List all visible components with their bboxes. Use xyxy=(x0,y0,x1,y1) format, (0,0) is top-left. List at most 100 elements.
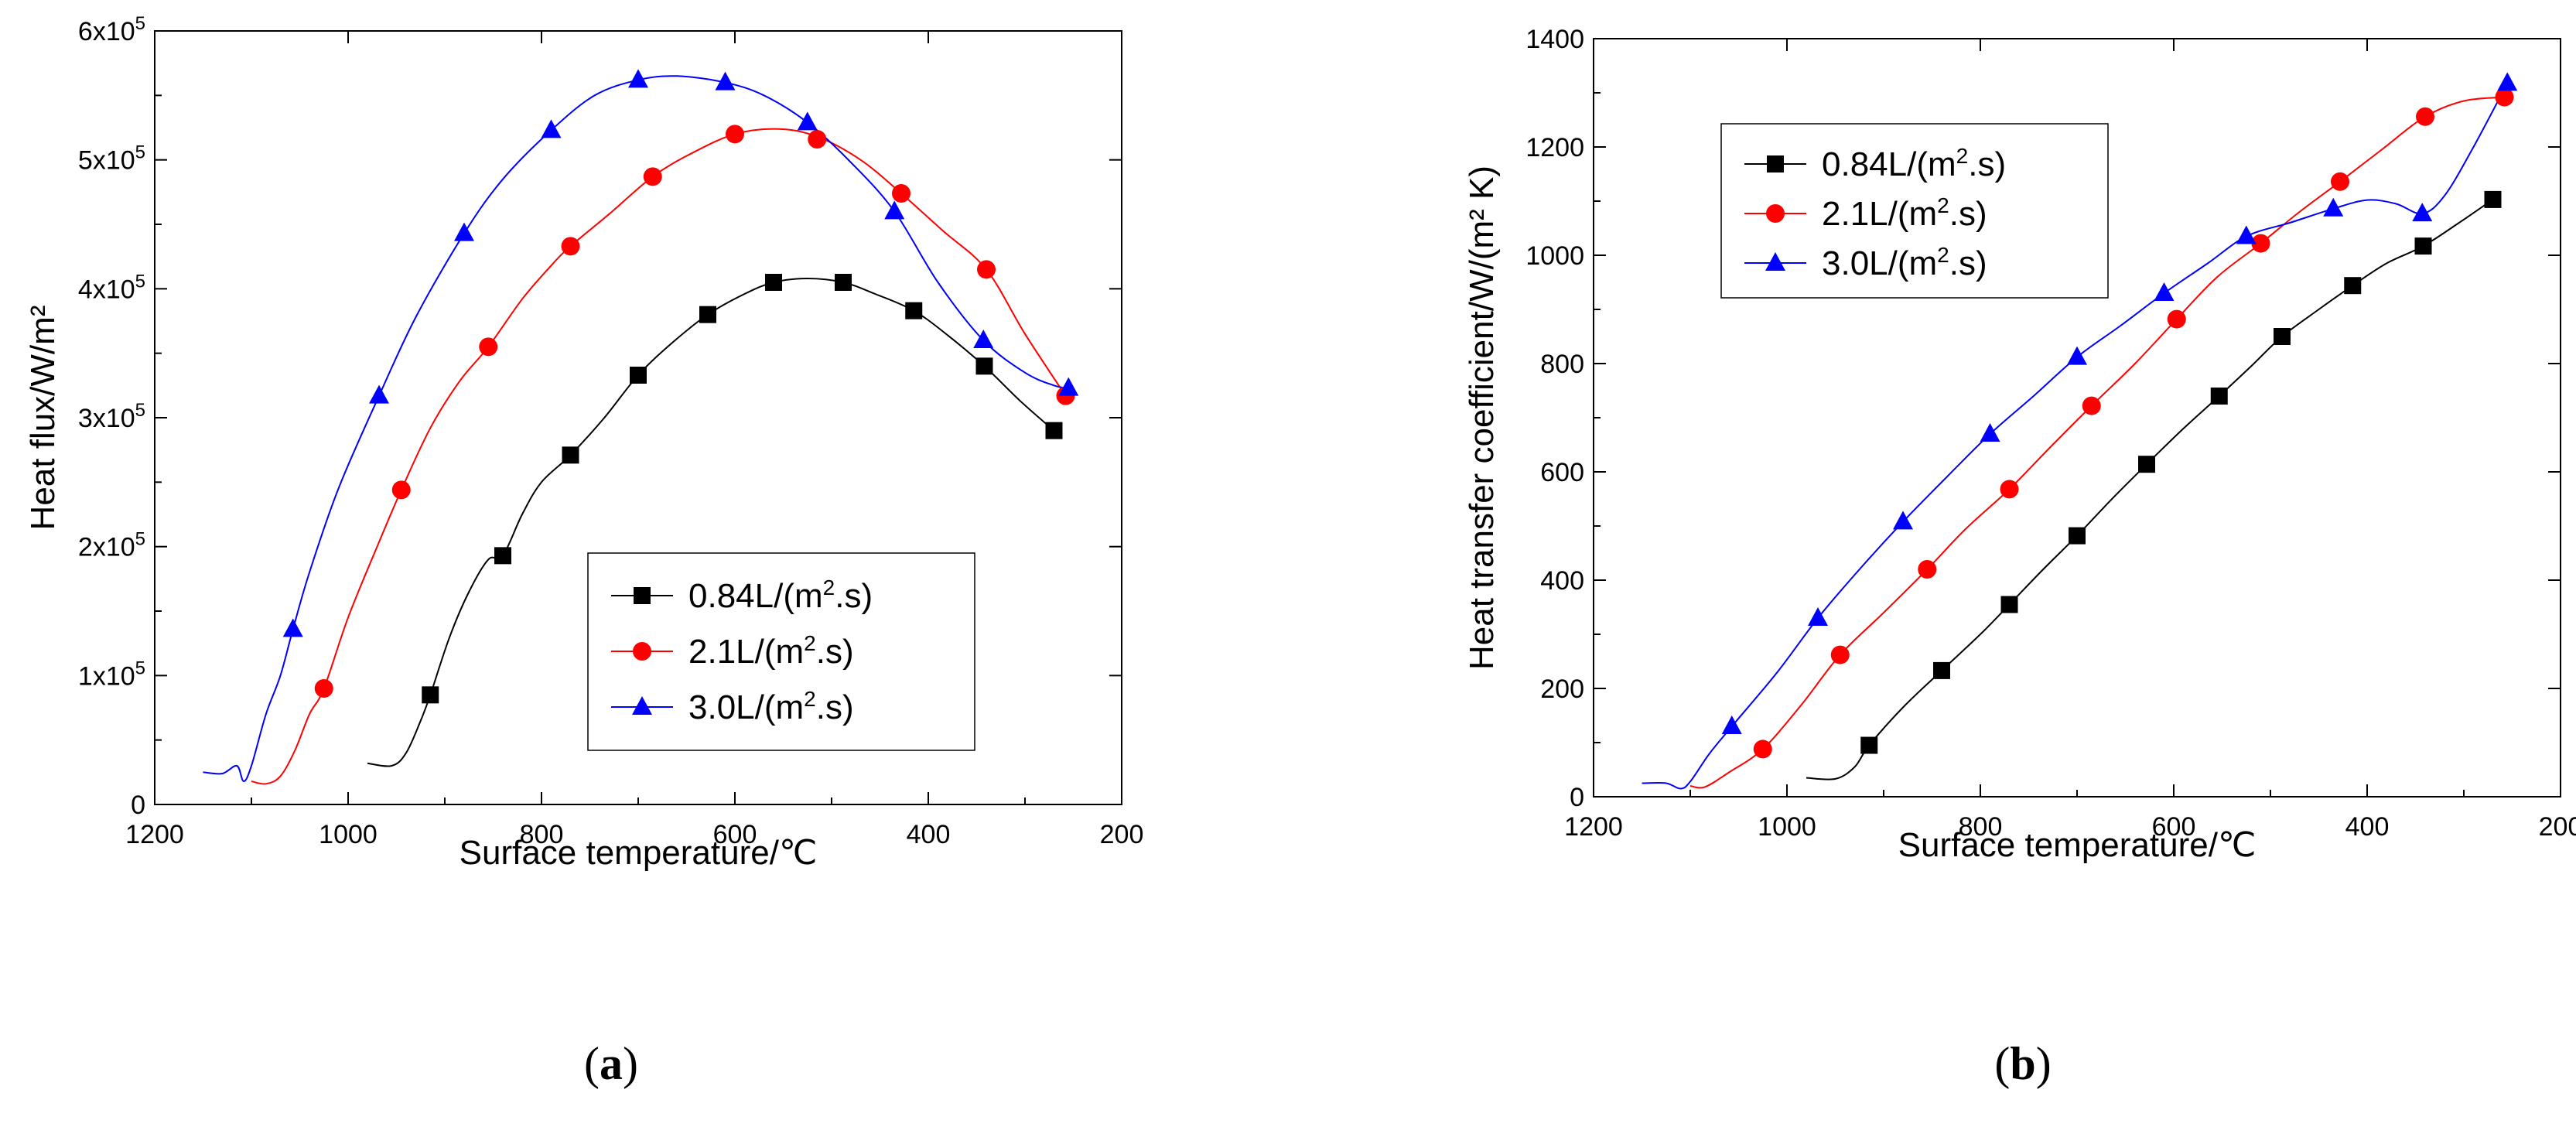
chart-b-series-0-point-9 xyxy=(2484,190,2502,208)
chart-b-series-2-point-4 xyxy=(2067,346,2087,365)
chart-a-panel-label: (a) xyxy=(584,1038,638,1089)
chart-a-series-0-point-1 xyxy=(494,547,511,565)
chart-a-series-0-point-7 xyxy=(905,302,923,319)
chart-b-series-0-point-8 xyxy=(2414,237,2432,255)
chart-a-ytick-label-5: 5x105 xyxy=(78,142,145,176)
chart-b-series-0-point-4 xyxy=(2138,456,2155,473)
chart-b-series-1-point-0 xyxy=(1753,739,1772,759)
chart-a-series-0-point-6 xyxy=(835,274,852,291)
chart-b-legend-label-1: 2.1L/(m2.s) xyxy=(1822,193,1987,233)
chart-b-legend-marker-0 xyxy=(1767,155,1784,172)
chart-a-xtick-label-2: 800 xyxy=(520,820,564,849)
chart-a-series-0-point-5 xyxy=(765,274,782,291)
chart-b-legend-marker-1 xyxy=(1766,204,1785,223)
chart-b-series-0-point-5 xyxy=(2210,388,2228,405)
chart-b-series-2-point-6 xyxy=(2236,225,2257,244)
chart-b-series-2-line xyxy=(1642,82,2509,790)
chart-b-ytick-label-5: 1000 xyxy=(1525,241,1584,271)
chart-a-series-0-point-0 xyxy=(422,686,439,704)
chart-b-series-1-point-7 xyxy=(2331,172,2349,191)
chart-a-series-2-point-9 xyxy=(1058,377,1079,396)
chart-b: 1200 1000 800 600 400 200 0 200 400 600 800 1000 120… xyxy=(1463,25,2576,1089)
chart-a-legend-marker-1 xyxy=(633,642,651,661)
chart-a-series-1-point-0 xyxy=(314,679,333,698)
chart-a-series-0-point-8 xyxy=(975,357,993,375)
chart-a-series-1-point-7 xyxy=(892,184,910,203)
chart-b-ylabel: Heat transfer coefficient/W/(m² K) xyxy=(1463,166,1501,670)
chart-a-ytick-label-6: 6x105 xyxy=(78,13,145,46)
chart-b-legend-marker-2 xyxy=(1765,252,1785,271)
chart-a-series-2-point-6 xyxy=(797,111,818,131)
chart-b-ytick-label-2: 400 xyxy=(1540,566,1584,596)
chart-b-series-2-point-7 xyxy=(2323,197,2344,217)
chart-a-series-1-point-8 xyxy=(977,260,996,279)
chart-b-series-1-point-1 xyxy=(1830,645,1850,664)
chart-b-series-1-point-2 xyxy=(1918,560,1937,579)
chart-b-ytick-label-7: 1400 xyxy=(1525,25,1584,54)
chart-b-series-2-point-3 xyxy=(1980,423,2000,442)
chart-a-ytick-label-2: 2x105 xyxy=(78,529,145,562)
chart-a-ylabel: Heat flux/W/m² xyxy=(24,306,62,531)
chart-a-xtick-label-5: 200 xyxy=(1100,820,1144,849)
chart-b-series-0-point-7 xyxy=(2344,277,2362,295)
chart-b-xtick-label-5: 200 xyxy=(2539,812,2576,842)
chart-a-series-1-point-4 xyxy=(643,167,662,186)
chart-a-series-1-point-5 xyxy=(726,125,744,144)
chart-b-series-2-point-8 xyxy=(2412,203,2433,222)
chart-b-legend-box xyxy=(1720,123,2109,299)
chart-b-series-0-point-3 xyxy=(2069,527,2086,545)
chart-b-xtick-label-0: 1200 xyxy=(1564,812,1623,842)
chart-b-series-0-point-1 xyxy=(1933,661,1950,679)
chart-a-ytick-label-0: 0 xyxy=(131,791,145,820)
chart-a: 1200 1000 800 600 400 200 0 1x105 2x105 3x105 4x10… xyxy=(24,13,1143,1089)
chart-a-ytick-label-1: 1x105 xyxy=(78,658,145,691)
chart-a-series-2-point-1 xyxy=(369,384,389,404)
chart-a-legend-label-0: 0.84L/(m2.s) xyxy=(688,576,873,615)
chart-a-series-0-point-3 xyxy=(630,367,647,384)
chart-b-series-1-point-6 xyxy=(2251,234,2270,253)
chart-b-series-0-point-6 xyxy=(2274,328,2291,345)
chart-b-ytick-label-3: 600 xyxy=(1540,458,1584,487)
chart-a-xtick-label-0: 1200 xyxy=(125,820,184,849)
chart-a-series-2-point-4 xyxy=(628,69,648,88)
chart-a-series-2-point-7 xyxy=(884,200,905,220)
chart-a-ticks: 1200 1000 800 600 400 200 0 1x105 2x105 3x105 4x10… xyxy=(78,13,1143,849)
chart-a-series-0-point-9 xyxy=(1045,422,1063,439)
chart-b-series-2-point-2 xyxy=(1893,511,1913,530)
chart-b-xtick-label-3: 600 xyxy=(2152,812,2196,842)
chart-b-legend-label-2: 3.0L/(m2.s) xyxy=(1822,243,1987,282)
chart-b-ticks: 1200 1000 800 600 400 200 0 200 400 600 800 1000 120… xyxy=(1525,25,2576,842)
chart-b-series-1-point-4 xyxy=(2082,396,2101,415)
chart-a-legend-label-2: 3.0L/(m2.s) xyxy=(688,687,854,726)
chart-b-series-0-line xyxy=(1806,199,2494,780)
chart-a-series-2-point-3 xyxy=(541,119,562,138)
chart-a-series-1-point-6 xyxy=(808,130,827,149)
chart-a-legend-marker-0 xyxy=(634,587,651,604)
chart-b-xtick-label-2: 800 xyxy=(1959,812,2003,842)
chart-b-series-2-point-1 xyxy=(1808,607,1828,626)
chart-a-series-2-point-2 xyxy=(454,222,474,241)
chart-b-legend-label-0: 0.84L/(m2.s) xyxy=(1822,144,2006,183)
chart-b-series-2-point-5 xyxy=(2154,282,2175,301)
chart-b-series-1-line xyxy=(1689,96,2505,789)
chart-b-series-0-point-2 xyxy=(2000,596,2018,613)
chart-b-xtick-label-1: 1000 xyxy=(1758,812,1816,842)
chart-b-curves xyxy=(1642,82,2509,790)
chart-a-xtick-label-3: 600 xyxy=(713,820,757,849)
chart-a-ytick-label-4: 4x105 xyxy=(78,271,145,304)
chart-b-series-1-point-9 xyxy=(2495,87,2514,107)
chart-a-series-0-point-4 xyxy=(699,306,716,323)
chart-b-series-1-point-5 xyxy=(2167,309,2186,329)
chart-a-series-2-point-5 xyxy=(715,71,736,91)
chart-a-legend-label-1: 2.1L/(m2.s) xyxy=(688,631,854,671)
chart-b-ytick-label-4: 800 xyxy=(1540,350,1584,379)
chart-a-series-2-point-0 xyxy=(282,618,303,637)
chart-b-series-1-point-8 xyxy=(2416,107,2434,126)
chart-b-xlabel: Surface temperature/℃ xyxy=(1898,826,2257,864)
chart-b-markers xyxy=(1721,72,2518,759)
chart-b-legend: 0.84L/(m2.s) 2.1L/(m2.s) 3.0L/(m2.s) xyxy=(1720,123,2109,299)
chart-b-ytick-label-6: 1200 xyxy=(1525,133,1584,162)
chart-b-series-2-point-0 xyxy=(1721,716,1742,734)
chart-a-series-2-point-8 xyxy=(973,330,994,348)
chart-a-series-1-point-3 xyxy=(561,237,580,256)
